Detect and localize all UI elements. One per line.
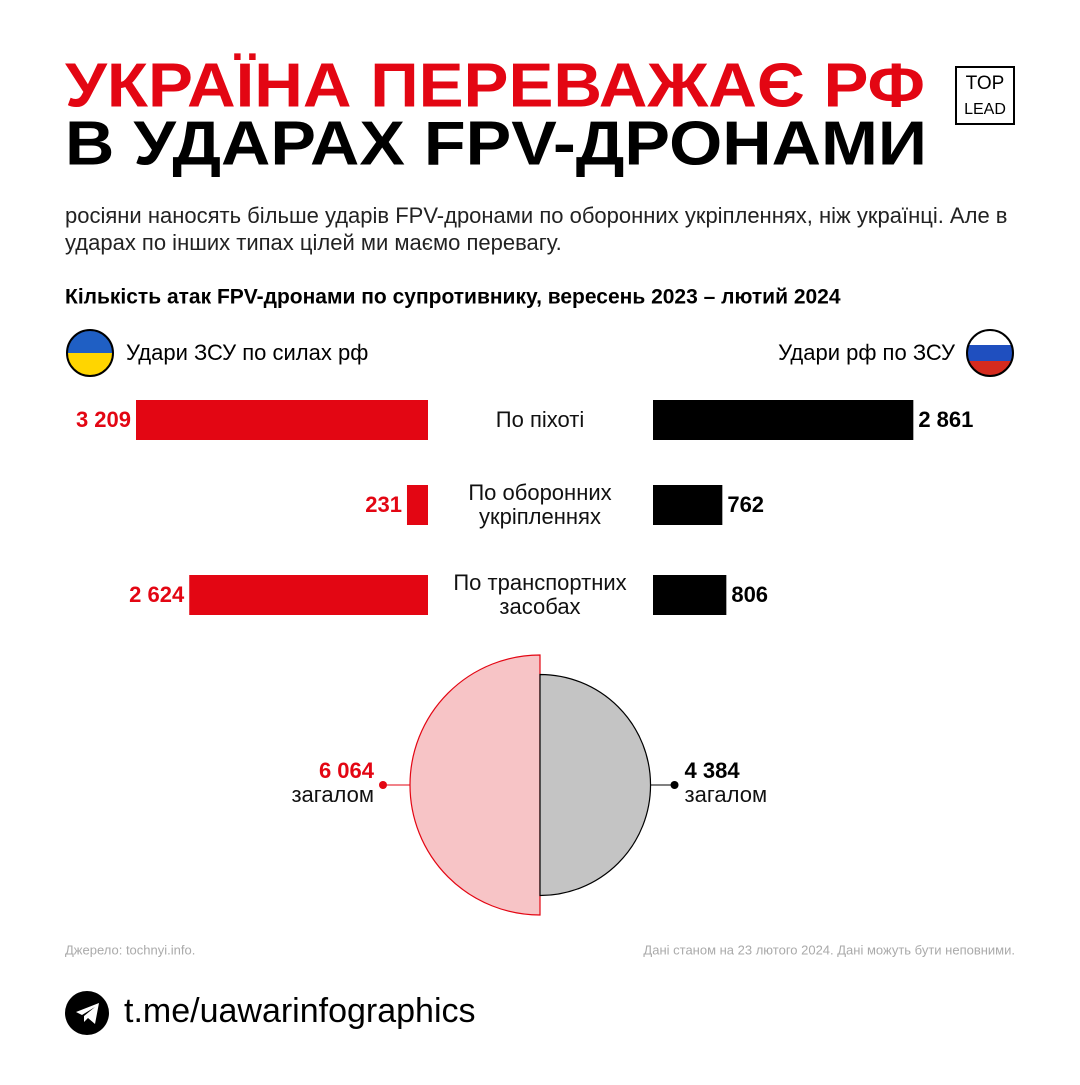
value-label: 762 bbox=[727, 492, 764, 517]
logo-top: TOP bbox=[966, 73, 1005, 94]
legend-right: Удари рф по ЗСУ bbox=[778, 340, 956, 365]
telegram-plane bbox=[76, 1003, 99, 1024]
bar bbox=[653, 485, 723, 525]
bar bbox=[653, 400, 914, 440]
category-label: По піхоті bbox=[495, 407, 585, 432]
chart-title: Кількість атак FPV-дронами по супротивни… bbox=[65, 286, 841, 309]
source: Джерело: tochnyi.info. bbox=[65, 942, 195, 957]
value-label: 231 bbox=[365, 492, 402, 517]
logo-bottom: LEAD bbox=[964, 101, 1006, 118]
value-label: 3 209 bbox=[76, 407, 131, 432]
bar bbox=[653, 575, 727, 615]
telegram-icon bbox=[65, 991, 109, 1035]
half-circle bbox=[409, 654, 541, 916]
bar bbox=[189, 575, 428, 615]
value-label: 2 624 bbox=[129, 582, 185, 607]
bar bbox=[136, 400, 428, 440]
title-line1: УКРАЇНА ПЕРЕВАЖАЄ РФ bbox=[65, 51, 925, 120]
value-label: 2 861 bbox=[918, 407, 973, 432]
bar bbox=[406, 485, 428, 525]
category-box: По транспортних засобах bbox=[453, 570, 627, 619]
logo-box bbox=[955, 66, 1015, 125]
value-label: 806 bbox=[731, 582, 768, 607]
category-label: По транспортних засобах bbox=[453, 570, 627, 619]
half-circle bbox=[539, 673, 652, 897]
total-label: 6 064 bbox=[319, 758, 375, 783]
category-label: По оборонних укріпленнях bbox=[468, 480, 612, 529]
subtitle-box: росіяни наносять більше ударів FPV-дрона… bbox=[65, 203, 1008, 255]
category-box: По піхоті bbox=[495, 407, 585, 432]
flag-ua bbox=[66, 329, 114, 377]
subtitle: росіяни наносять більше ударів FPV-дрона… bbox=[65, 203, 1008, 255]
leader-dot bbox=[670, 781, 679, 789]
category-box: По оборонних укріпленнях bbox=[468, 480, 612, 529]
link[interactable]: t.me/uawarinfographics bbox=[124, 992, 476, 1030]
total-label: 4 384 bbox=[685, 758, 741, 783]
total-annotation: загалом bbox=[291, 782, 374, 807]
legend-left: Удари ЗСУ по силах рф bbox=[126, 340, 368, 365]
title-line2: В УДАРАХ FPV-ДРОНАМИ bbox=[65, 109, 927, 178]
note: Дані станом на 23 лютого 2024. Дані можу… bbox=[643, 942, 1015, 957]
total-annotation: загалом bbox=[685, 782, 768, 807]
leader-dot bbox=[379, 781, 387, 789]
flag-ru bbox=[966, 329, 1014, 377]
